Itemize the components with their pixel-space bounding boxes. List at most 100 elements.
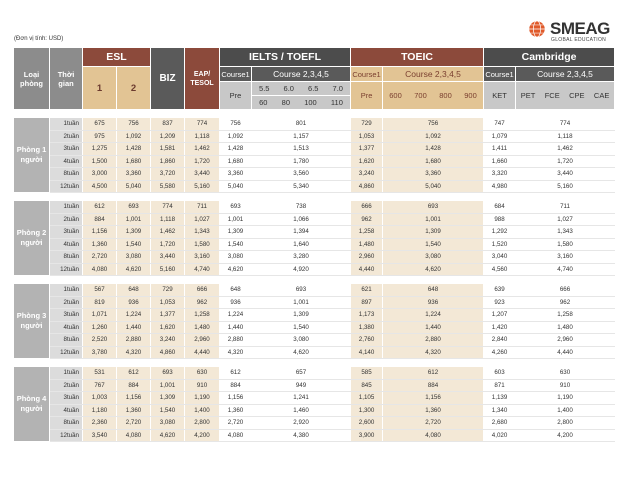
price-cell: 4,620: [150, 429, 186, 442]
price-cell: 1,224: [219, 308, 253, 322]
price-cell: 5,040: [115, 180, 152, 193]
price-cell: 884: [115, 379, 152, 392]
duration-cell: 3tuần: [49, 225, 83, 239]
price-cell: 3,080: [251, 333, 352, 347]
table-row: Phòng 3 người 1tuần 567 648 729 666 648 693 621 6…: [13, 284, 616, 359]
price-cell: 1,258: [350, 225, 384, 239]
duration-cell: 4tuần: [49, 404, 83, 417]
ielts-band-55: 5.5: [259, 84, 270, 93]
price-cell: 2,880: [219, 333, 253, 347]
table-row: Phòng 4 người 1tuần 531 612 693 630 612 657 585 6…: [13, 367, 616, 442]
price-cell: 4,200: [515, 429, 616, 442]
header-eap-tesol: EAP/ TESOL: [184, 47, 221, 110]
price-cell: 711: [515, 201, 616, 214]
price-cell: 988: [483, 213, 517, 226]
price-cell: 1,275: [82, 142, 117, 156]
price-cell: 1,190: [515, 391, 616, 405]
price-cell: 2,720: [219, 416, 253, 430]
price-cell: 962: [515, 296, 616, 309]
price-cell: 1,400: [184, 404, 221, 417]
price-cell: 1,309: [251, 308, 352, 322]
price-cell: 1,680: [382, 155, 485, 168]
price-cell: 1,173: [350, 308, 384, 322]
price-cell: 612: [219, 367, 253, 380]
smeag-logo: SMEAG GLOBAL EDUCATION: [528, 18, 623, 46]
table-row: 3tuần 1,156 1,309 1,462 1,343 1,309 1,394 1,258…: [14, 225, 616, 239]
price-cell: 693: [219, 201, 253, 214]
price-cell: 975: [82, 130, 117, 143]
duration-cell: 2tuần: [49, 379, 83, 392]
duration-cell: 4tuần: [49, 321, 83, 334]
price-cell: 3,080: [382, 250, 485, 264]
price-cell: 1,720: [150, 238, 186, 251]
table-row: 3tuần 1,071 1,224 1,377 1,258 1,224 1,309 1,173…: [14, 308, 616, 322]
header-esl-2: 2: [115, 66, 152, 110]
price-cell: 693: [251, 284, 352, 297]
table-row: 12tuần 4,080 4,620 5,160 4,740 4,620 4,920 4,44…: [14, 263, 616, 276]
price-cell: 1,620: [350, 155, 384, 168]
price-cell: 1,156: [82, 225, 117, 239]
price-cell: 1,118: [150, 213, 186, 226]
table-row: 2tuần 819 936 1,053 962 936 1,001 897 936 923 962: [14, 296, 616, 309]
price-cell: 1,400: [515, 404, 616, 417]
price-cell: 3,160: [515, 250, 616, 264]
price-cell: 657: [251, 367, 352, 380]
header-toeic: TOEIC: [350, 47, 485, 67]
price-cell: 1,343: [184, 225, 221, 239]
price-cell: 884: [82, 213, 117, 226]
price-cell: 3,280: [251, 250, 352, 264]
price-cell: 1,207: [483, 308, 517, 322]
header-camb-ket: KET: [483, 81, 517, 110]
header-toeic-pre: Pre: [350, 81, 384, 110]
price-cell: 630: [515, 367, 616, 380]
price-cell: 3,360: [382, 167, 485, 181]
header-cambridge: Cambridge: [483, 47, 616, 67]
price-cell: 4,860: [350, 180, 384, 193]
price-cell: 4,080: [219, 429, 253, 442]
price-cell: 5,160: [150, 263, 186, 276]
price-cell: 3,560: [251, 167, 352, 181]
table-row: 8tuần 2,520 2,880 3,240 2,960 2,880 3,080 2,760…: [14, 333, 616, 347]
price-cell: 1,258: [515, 308, 616, 322]
price-cell: 1,292: [483, 225, 517, 239]
price-cell: 1,343: [515, 225, 616, 239]
group-spacer: [13, 358, 615, 367]
price-cell: 1,540: [115, 238, 152, 251]
price-cell: 2,840: [483, 333, 517, 347]
price-cell: 756: [115, 118, 152, 131]
price-cell: 1,428: [382, 142, 485, 156]
price-cell: 3,780: [82, 346, 117, 359]
price-cell: 2,680: [483, 416, 517, 430]
price-cell: 1,480: [350, 238, 384, 251]
price-cell: 639: [483, 284, 517, 297]
header-toeic-bands: 600 700 800 900: [382, 81, 485, 110]
price-cell: 4,080: [82, 263, 117, 276]
price-cell: 2,720: [82, 250, 117, 264]
table-row: 4tuần 1,180 1,360 1,540 1,400 1,360 1,460 1,300…: [14, 404, 616, 417]
room-type-cell: Phòng 3 người: [13, 284, 50, 359]
price-cell: 4,980: [483, 180, 517, 193]
price-cell: 936: [382, 296, 485, 309]
logo-tagline: GLOBAL EDUCATION: [551, 37, 607, 43]
header-camb-course1: Course1: [483, 66, 517, 82]
price-table: Loại phòng Thời gian ESL BIZ EAP/ TESOL …: [13, 47, 616, 442]
duration-cell: 8tuần: [49, 167, 83, 181]
price-cell: 1,300: [350, 404, 384, 417]
price-cell: 612: [82, 201, 117, 214]
price-cell: 1,581: [150, 142, 186, 156]
price-cell: 1,540: [251, 321, 352, 334]
table-row: 3tuần 1,275 1,428 1,581 1,462 1,428 1,513 1,377…: [14, 142, 616, 156]
duration-cell: 4tuần: [49, 238, 83, 251]
camb-cae: CAE: [593, 91, 610, 100]
duration-cell: 2tuần: [49, 213, 83, 226]
price-cell: 1,420: [483, 321, 517, 334]
price-cell: 910: [184, 379, 221, 392]
price-cell: 2,920: [251, 416, 352, 430]
header-toefl-scores: 60 80 100 110: [251, 95, 352, 110]
table-row: 4tuần 1,360 1,540 1,720 1,580 1,540 1,640 1,480…: [14, 238, 616, 251]
price-cell: 3,440: [515, 167, 616, 181]
price-cell: 949: [251, 379, 352, 392]
price-cell: 567: [82, 284, 117, 297]
price-cell: 2,960: [350, 250, 384, 264]
price-cell: 1,380: [350, 321, 384, 334]
